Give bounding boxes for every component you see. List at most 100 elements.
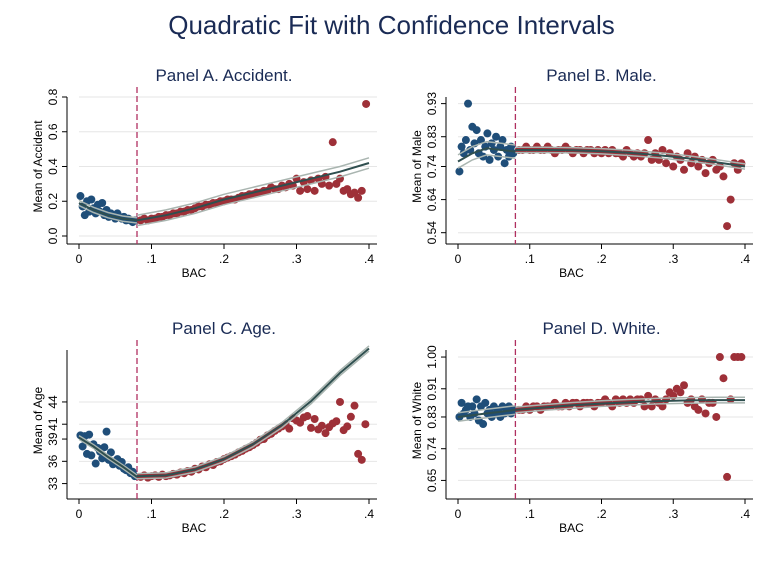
data-point-below-cutoff — [78, 442, 87, 451]
data-point-above-cutoff — [350, 401, 359, 410]
data-point-above-cutoff — [310, 415, 319, 424]
data-point-above-cutoff — [303, 185, 312, 194]
data-point-above-cutoff — [701, 169, 710, 178]
x-tick-label: .3 — [291, 507, 301, 521]
x-tick-label: .2 — [219, 252, 229, 266]
data-point-below-cutoff — [461, 136, 470, 145]
x-tick-label: .4 — [364, 507, 374, 521]
x-tick-label: .1 — [146, 252, 156, 266]
data-point-below-cutoff — [492, 132, 501, 141]
data-point-above-cutoff — [680, 381, 689, 390]
x-tick-label: .2 — [596, 507, 606, 521]
x-tick-label: .4 — [740, 507, 750, 521]
data-point-below-cutoff — [466, 145, 475, 154]
data-point-above-cutoff — [712, 412, 721, 421]
ci-lower-line — [515, 151, 746, 170]
x-tick-label: 0 — [76, 252, 83, 266]
data-point-below-cutoff — [496, 142, 505, 151]
ci-lower-line — [78, 204, 138, 224]
y-tick-label: 0.64 — [425, 188, 439, 212]
x-tick-label: .1 — [525, 252, 535, 266]
data-point-above-cutoff — [723, 472, 732, 481]
data-point-above-cutoff — [310, 186, 319, 195]
data-point-below-cutoff — [102, 427, 111, 436]
y-axis-label: Mean of Male — [410, 130, 424, 203]
data-point-below-cutoff — [485, 155, 494, 164]
y-tick-label: 0.83 — [425, 125, 439, 149]
y-tick-label: 0.4 — [46, 158, 60, 175]
data-point-below-cutoff — [464, 99, 473, 108]
x-tick-label: .4 — [740, 252, 750, 266]
y-tick-label: 0.74 — [425, 154, 439, 178]
data-point-below-cutoff — [479, 420, 488, 429]
data-point-above-cutoff — [676, 388, 685, 397]
data-point-above-cutoff — [737, 353, 746, 362]
ci-upper-line — [78, 435, 138, 476]
x-axis-label: BAC — [182, 521, 207, 535]
data-point-below-cutoff — [472, 395, 481, 404]
y-tick-label: 41 — [46, 417, 60, 431]
data-point-above-cutoff — [361, 420, 370, 429]
y-axis-label: Mean of White — [410, 381, 424, 459]
data-point-above-cutoff — [669, 162, 678, 171]
data-point-below-cutoff — [498, 136, 507, 145]
y-tick-label: 0.54 — [425, 221, 439, 245]
data-point-below-cutoff — [481, 398, 490, 407]
y-tick-label: 0.74 — [425, 437, 439, 461]
data-point-below-cutoff — [76, 192, 85, 201]
data-point-above-cutoff — [726, 195, 735, 204]
data-point-above-cutoff — [644, 136, 653, 145]
y-tick-label: 0.93 — [425, 92, 439, 116]
data-point-above-cutoff — [325, 181, 334, 190]
x-axis-label: BAC — [182, 266, 207, 280]
data-point-above-cutoff — [715, 353, 724, 362]
ci-upper-line — [515, 146, 746, 165]
data-point-above-cutoff — [662, 159, 671, 168]
data-point-above-cutoff — [321, 429, 330, 438]
data-point-above-cutoff — [354, 193, 363, 202]
data-point-below-cutoff — [91, 459, 100, 468]
data-point-below-cutoff — [455, 167, 464, 176]
data-point-above-cutoff — [317, 421, 326, 430]
data-point-above-cutoff — [285, 424, 294, 433]
data-point-above-cutoff — [701, 409, 710, 418]
data-point-above-cutoff — [658, 145, 667, 154]
y-tick-label: 39 — [46, 432, 60, 446]
data-point-below-cutoff — [483, 129, 492, 138]
fit-line — [457, 408, 516, 418]
x-tick-label: .1 — [525, 507, 535, 521]
fit-line — [457, 147, 516, 163]
x-tick-label: 0 — [455, 507, 462, 521]
fit-line — [515, 149, 746, 168]
data-point-above-cutoff — [644, 391, 653, 400]
data-point-above-cutoff — [719, 172, 728, 181]
y-axis-label: Mean of Accident — [31, 120, 45, 213]
x-tick-label: .2 — [596, 252, 606, 266]
data-point-above-cutoff — [296, 186, 305, 195]
ci-lower-line — [136, 350, 370, 480]
data-point-above-cutoff — [354, 449, 363, 458]
panel-title: Panel D. White. — [542, 319, 660, 338]
x-axis-label: BAC — [559, 266, 584, 280]
fit-line — [515, 399, 745, 411]
x-tick-label: .1 — [146, 507, 156, 521]
data-point-above-cutoff — [307, 423, 315, 432]
data-point-below-cutoff — [476, 136, 485, 145]
data-point-below-cutoff — [106, 448, 115, 457]
data-point-above-cutoff — [680, 165, 689, 174]
x-tick-label: .3 — [291, 252, 301, 266]
ci-upper-line — [136, 157, 370, 216]
ci-lower-line — [136, 167, 370, 227]
y-tick-label: 44 — [46, 395, 60, 409]
data-point-below-cutoff — [500, 159, 509, 168]
fit-line — [136, 347, 370, 478]
panel-1: Panel A. Accident. 0.0 0.2 0.4 0.6 0.8 0 .1 .2 .3… — [31, 66, 377, 280]
y-tick-label: 0.65 — [425, 468, 439, 492]
y-tick-label: 1.00 — [425, 345, 439, 369]
data-point-above-cutoff — [328, 138, 337, 147]
x-axis-label: BAC — [559, 521, 584, 535]
data-point-above-cutoff — [346, 412, 355, 421]
ci-lower-line — [78, 438, 138, 480]
